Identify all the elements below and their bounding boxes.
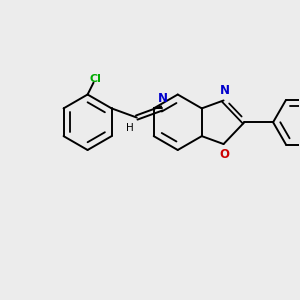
Text: N: N [220,84,230,97]
Text: Cl: Cl [90,74,101,84]
Text: H: H [126,123,134,134]
Text: O: O [220,148,230,161]
Text: N: N [158,92,168,105]
